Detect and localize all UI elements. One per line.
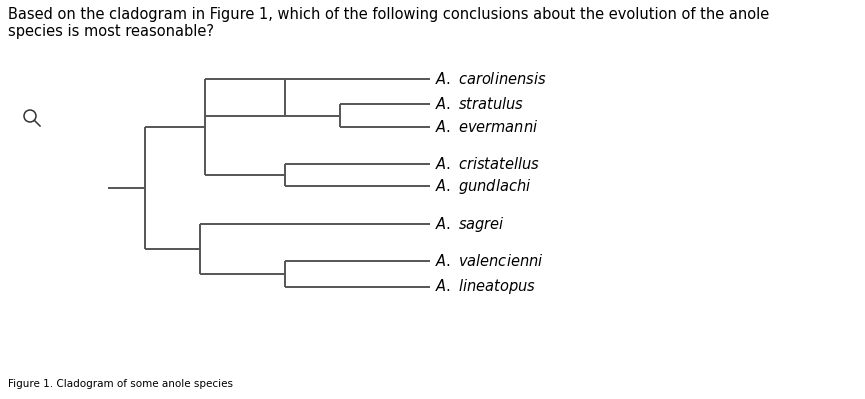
Text: $\it{A.}\ \it{carolinensis}$: $\it{A.}\ \it{carolinensis}$: [435, 71, 547, 87]
Text: $\it{A.}\ \it{lineatopus}$: $\it{A.}\ \it{lineatopus}$: [435, 277, 536, 296]
Text: $\it{A.}\ \it{evermanni}$: $\it{A.}\ \it{evermanni}$: [435, 119, 538, 135]
Text: $\it{A.}\ \it{sagrei}$: $\it{A.}\ \it{sagrei}$: [435, 215, 505, 233]
Text: Based on the cladogram in Figure 1, which of the following conclusions about the: Based on the cladogram in Figure 1, whic…: [8, 7, 769, 40]
Text: $\it{A.}\ \it{stratulus}$: $\it{A.}\ \it{stratulus}$: [435, 96, 524, 112]
Text: $\it{A.}\ \it{cristatellus}$: $\it{A.}\ \it{cristatellus}$: [435, 156, 540, 172]
Text: $\it{A.}\ \it{valencienni}$: $\it{A.}\ \it{valencienni}$: [435, 253, 543, 269]
Text: $\it{A.}\ \it{gundlachi}$: $\it{A.}\ \it{gundlachi}$: [435, 176, 531, 196]
Text: Figure 1. Cladogram of some anole species: Figure 1. Cladogram of some anole specie…: [8, 379, 233, 389]
